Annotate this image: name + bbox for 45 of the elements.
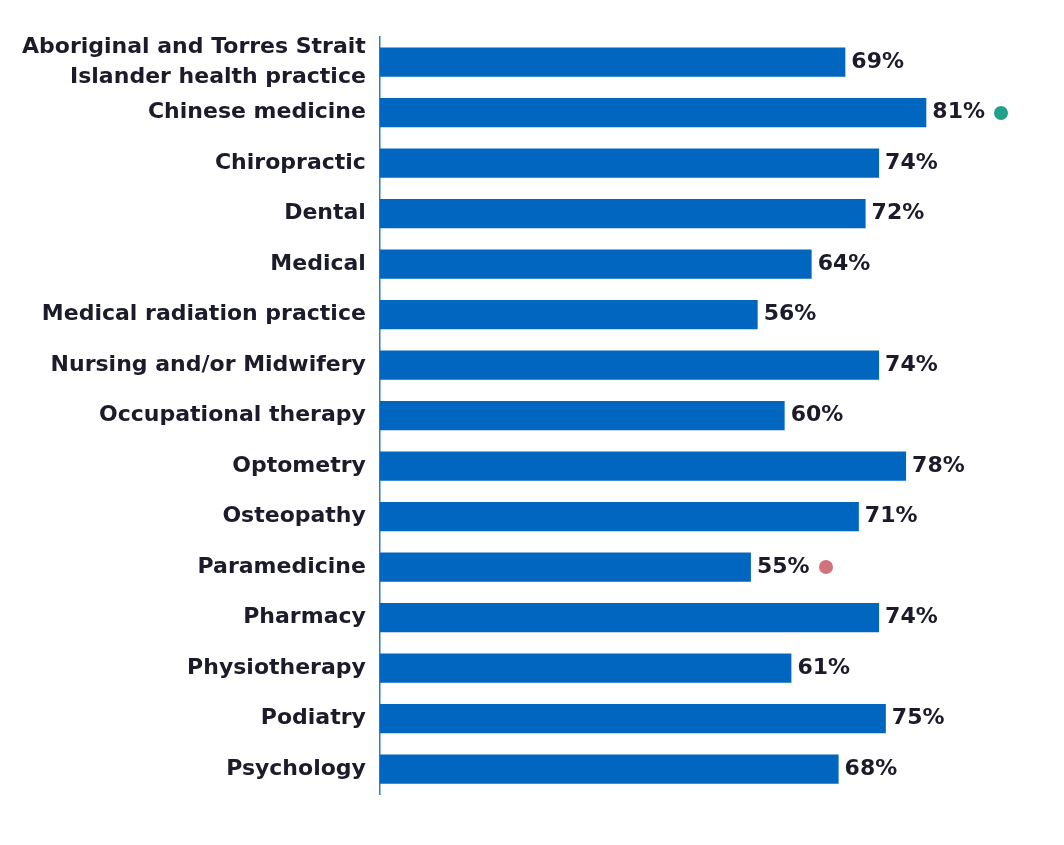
y-tick-label: Chinese medicine <box>147 98 366 124</box>
y-tick-label: Psychology <box>226 754 366 780</box>
bar <box>379 754 839 784</box>
y-tick-label: Medical radiation practice <box>41 300 366 326</box>
data-label: 56% <box>763 300 817 326</box>
bar <box>379 703 886 734</box>
data-label: 74% <box>885 350 938 376</box>
data-label: 78% <box>912 451 965 477</box>
data-label: 64% <box>817 249 871 275</box>
data-label: 69% <box>851 47 905 73</box>
y-tick-label: Physiotherapy <box>187 653 366 679</box>
bar <box>379 350 880 380</box>
bar <box>379 47 846 77</box>
y-tick-label: Osteopathy <box>222 502 366 528</box>
data-label: 74% <box>885 603 938 629</box>
bar <box>379 552 751 582</box>
data-label: 81% <box>932 98 985 124</box>
data-label: 72% <box>871 199 925 225</box>
data-label: 74% <box>885 148 938 174</box>
bar <box>379 400 785 431</box>
y-tick-label: Medical <box>270 249 366 275</box>
data-label: 60% <box>790 401 844 427</box>
y-tick-label: Podiatry <box>260 704 366 730</box>
bar <box>379 299 758 330</box>
data-label: 68% <box>844 754 898 780</box>
y-tick-label: Nursing and/or Midwifery <box>50 350 366 376</box>
data-label: 55% <box>756 552 810 578</box>
data-label: 61% <box>797 653 851 679</box>
y-tick-label: Aboriginal and Torres Strait Islander health practice <box>21 32 367 88</box>
y-tick-label: Pharmacy <box>243 603 366 629</box>
data-label: 71% <box>864 502 918 528</box>
y-tick-label: Optometry <box>232 451 366 477</box>
bar <box>379 451 907 481</box>
bar <box>379 97 927 128</box>
y-tick-label: Chiropractic <box>214 148 366 174</box>
bar <box>379 602 880 633</box>
bar <box>379 501 859 532</box>
bar <box>379 148 880 178</box>
y-tick-label: Paramedicine <box>197 552 366 578</box>
bar <box>379 249 812 279</box>
data-label: 75% <box>891 704 945 730</box>
bar <box>379 198 866 229</box>
y-tick-label: Occupational therapy <box>99 401 366 427</box>
y-tick-label: Dental <box>284 199 366 225</box>
bar <box>379 653 792 683</box>
